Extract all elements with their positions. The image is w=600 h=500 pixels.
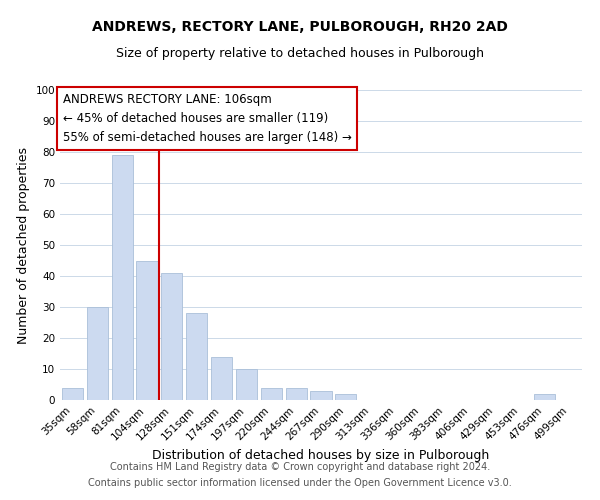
Bar	[136, 260, 158, 400]
Text: ANDREWS RECTORY LANE: 106sqm
← 45% of detached houses are smaller (119)
55% of s: ANDREWS RECTORY LANE: 106sqm ← 45% of de…	[62, 93, 352, 144]
Bar	[335, 394, 356, 400]
Y-axis label: Number of detached properties: Number of detached properties	[17, 146, 30, 344]
Bar	[87, 307, 108, 400]
Text: Size of property relative to detached houses in Pulborough: Size of property relative to detached ho…	[116, 48, 484, 60]
Bar	[534, 394, 555, 400]
Text: Contains HM Land Registry data © Crown copyright and database right 2024.: Contains HM Land Registry data © Crown c…	[110, 462, 490, 472]
Text: ANDREWS, RECTORY LANE, PULBOROUGH, RH20 2AD: ANDREWS, RECTORY LANE, PULBOROUGH, RH20 …	[92, 20, 508, 34]
X-axis label: Distribution of detached houses by size in Pulborough: Distribution of detached houses by size …	[152, 448, 490, 462]
Bar	[161, 273, 182, 400]
Bar	[62, 388, 83, 400]
Bar	[211, 356, 232, 400]
Bar	[286, 388, 307, 400]
Text: Contains public sector information licensed under the Open Government Licence v3: Contains public sector information licen…	[88, 478, 512, 488]
Bar	[310, 390, 332, 400]
Bar	[186, 313, 207, 400]
Bar	[261, 388, 282, 400]
Bar	[112, 155, 133, 400]
Bar	[236, 369, 257, 400]
